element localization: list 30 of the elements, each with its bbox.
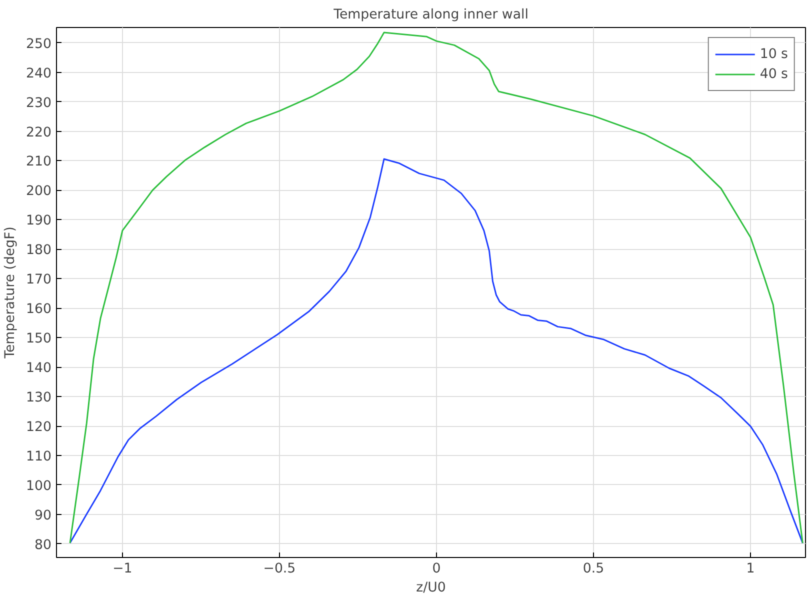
x-tick-label: 0.5: [582, 562, 604, 576]
y-tick-label: 90: [34, 508, 52, 524]
y-tick-label: 170: [26, 272, 52, 288]
y-axis-title: Temperature (degF): [3, 226, 18, 360]
x-tick-label: 0: [432, 562, 441, 576]
y-tick-label: 190: [26, 214, 52, 229]
y-tick-label: 180: [26, 243, 52, 258]
y-tick-label: 110: [26, 450, 52, 465]
y-tick-label: 160: [26, 302, 52, 318]
y-tick-label: 120: [26, 420, 52, 436]
y-tick-label: 140: [26, 361, 52, 376]
y-tick-label: 130: [26, 390, 52, 406]
x-axis-title: z/U0: [416, 580, 446, 596]
x-tick-label: 1: [746, 562, 755, 576]
y-tick-label: 240: [26, 66, 52, 82]
x-tick-label: −0.5: [263, 562, 296, 576]
legend-label: 40 s: [760, 66, 788, 82]
line-series: [69, 32, 804, 544]
y-tick-label: 150: [26, 332, 52, 347]
y-tick-label: 80: [34, 538, 52, 553]
y-tick-label: 100: [26, 478, 52, 494]
chart-title: Temperature along inner wall: [332, 8, 528, 22]
y-tick-label: 200: [26, 184, 52, 200]
y-tick-label: 230: [26, 96, 52, 111]
line-series: [69, 158, 804, 544]
x-tick-label: −1: [112, 562, 132, 576]
y-tick-label: 220: [26, 125, 52, 140]
y-tick-label: 210: [26, 154, 52, 170]
legend-label: 10 s: [760, 46, 788, 62]
y-tick-label: 250: [26, 36, 52, 52]
